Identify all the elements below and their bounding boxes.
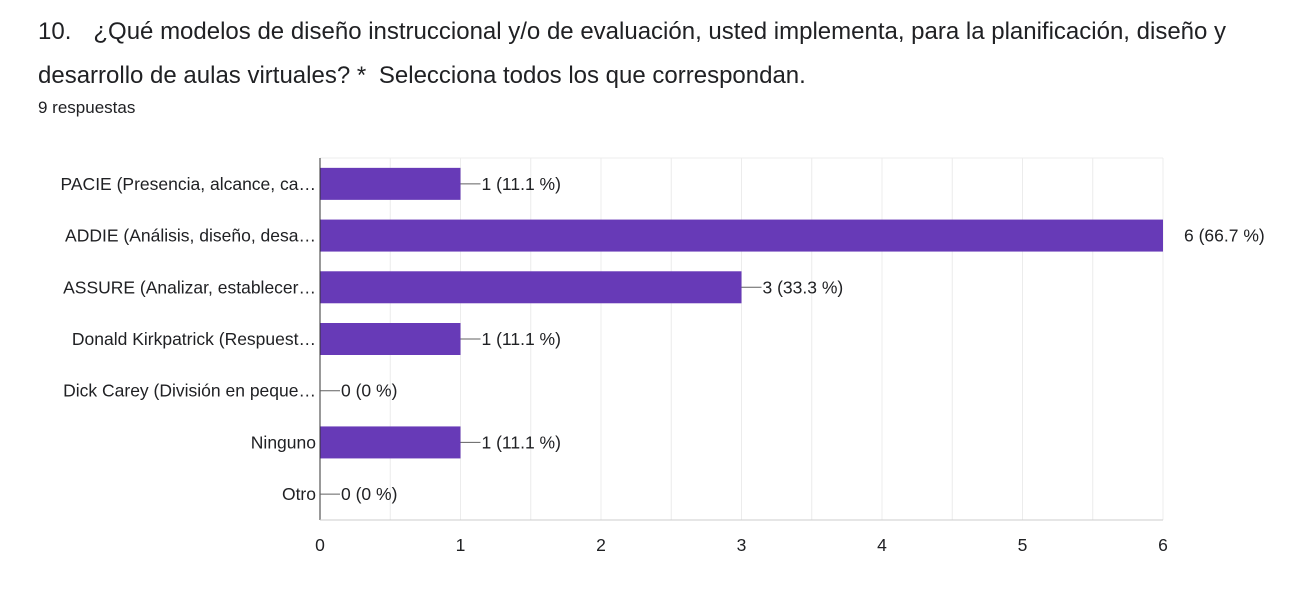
category-label: Otro — [282, 484, 316, 504]
x-tick-label: 6 — [1158, 535, 1168, 555]
category-label: ASSURE (Analizar, establecer… — [63, 277, 316, 297]
bar — [320, 219, 1163, 252]
category-label: PACIE (Presencia, alcance, ca… — [61, 174, 316, 194]
value-label: 6 (66.7 %) — [1184, 226, 1265, 246]
axes: 0 1 2 3 4 5 6 — [315, 158, 1168, 555]
x-tick-label: 2 — [596, 535, 606, 555]
bar — [320, 167, 461, 200]
bars — [320, 167, 1163, 459]
category-label: Ninguno — [251, 432, 316, 452]
response-count: 9 respuestas — [38, 98, 136, 117]
x-tick-label: 0 — [315, 535, 325, 555]
bar — [320, 323, 461, 355]
question-title: 10. ¿Qué modelos de diseño instruccional … — [38, 10, 1268, 98]
bar — [320, 271, 742, 304]
category-label: Donald Kirkpatrick (Respuest… — [72, 329, 316, 349]
x-tick-label: 1 — [456, 535, 466, 555]
value-label: 3 (33.3 %) — [763, 277, 844, 297]
category-label: ADDIE (Análisis, diseño, desa… — [65, 226, 316, 246]
required-mark: * — [356, 62, 367, 89]
value-label: 1 (11.1 %) — [482, 174, 561, 194]
x-tick-label: 3 — [737, 535, 747, 555]
question-instruction: Selecciona todos los que correspondan. — [378, 62, 806, 89]
bar — [320, 426, 461, 459]
x-tick-label: 5 — [1018, 535, 1028, 555]
value-label: 0 (0 %) — [341, 484, 397, 504]
x-tick-label: 4 — [877, 535, 887, 555]
question-text: ¿Qué modelos de diseño instruccional y/o… — [38, 18, 1227, 89]
question-number: 10. — [38, 18, 72, 45]
labels: PACIE (Presencia, alcance, ca… 1 (11.1 %)… — [61, 174, 1265, 504]
category-label: Dick Carey (División en peque… — [63, 381, 316, 401]
value-label: 0 (0 %) — [341, 381, 397, 401]
value-label: 1 (11.1 %) — [482, 329, 561, 349]
value-label: 1 (11.1 %) — [482, 432, 561, 452]
